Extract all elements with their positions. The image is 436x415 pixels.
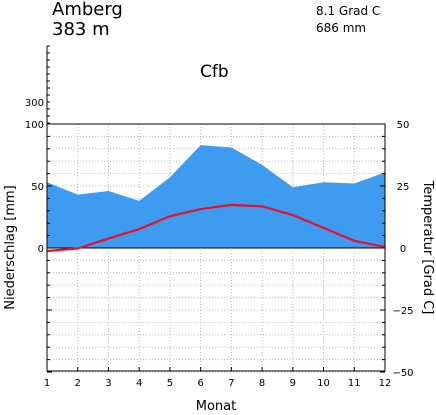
right-y-tick-label: 25 [397,182,410,193]
x-tick-label: 6 [197,378,203,389]
x-tick-label: 1 [44,378,50,389]
x-tick-label: 3 [105,378,111,389]
station-name: Amberg [52,0,123,20]
y-axis-title-left: Niederschlag [mm] [3,185,18,310]
right-y-tick-label: −25 [392,306,413,317]
left-y-tick-label: 300 [25,98,44,109]
y-axis-title-right: Temperatur [Grad C] [420,180,435,315]
upper-precip-axis [46,45,50,124]
x-tick-label: 12 [379,378,392,389]
x-tick-label: 4 [136,378,142,389]
x-tick-label: 9 [290,378,296,389]
right-y-tick-label: 0 [400,244,406,255]
right-y-tick-label: 50 [397,120,410,131]
x-tick-label: 8 [259,378,265,389]
left-y-tick-label: 100 [25,120,44,131]
x-tick-label: 5 [167,378,173,389]
x-tick-label: 10 [317,378,330,389]
annual-temperature: 8.1 Grad C [316,4,381,18]
koppen-class: Cfb [200,62,229,82]
right-y-tick-label: −50 [392,368,413,379]
left-y-tick-label: 0 [38,244,44,255]
temperature-line [46,203,386,253]
station-elevation: 383 m [52,19,110,40]
left-y-tick-label: 50 [31,182,44,193]
x-axis-title: Monat [196,399,236,414]
x-tick-label: 11 [348,378,361,389]
x-tick-label: 7 [228,378,234,389]
x-tick-label: 2 [75,378,81,389]
precipitation-area [47,145,385,248]
axis-ticks [46,123,386,373]
annual-precipitation: 686 mm [316,21,367,35]
